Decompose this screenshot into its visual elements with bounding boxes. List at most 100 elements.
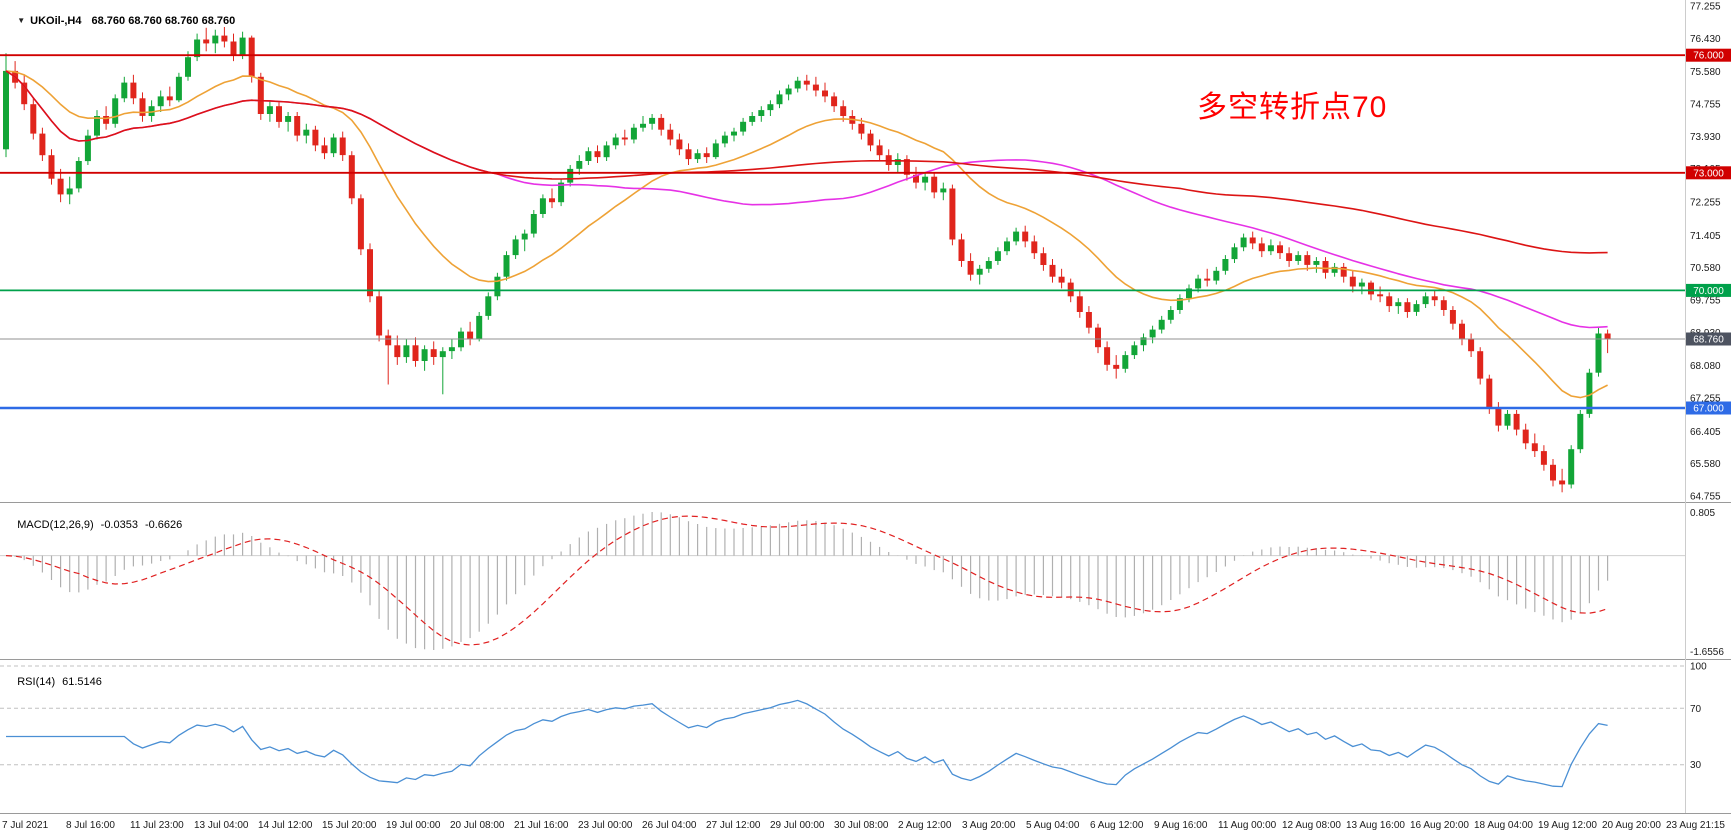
candle-body (367, 249, 373, 297)
price-line-badge-label: 73.000 (1693, 168, 1724, 179)
candle-body (512, 239, 519, 256)
candle-body (3, 70, 9, 150)
candle-body (803, 80, 810, 85)
candle-body (439, 351, 446, 358)
price-line-badge (1686, 283, 1731, 297)
candle-body (758, 110, 765, 116)
panel-separators (0, 0, 1731, 814)
time-axis-label: 16 Aug 20:00 (1410, 820, 1469, 831)
candle-body (749, 116, 756, 122)
price-tick-label: 69.755 (1690, 296, 1721, 307)
rsi-axis-label: 30 (1690, 760, 1702, 771)
candle-body (931, 176, 938, 193)
candle-body (1240, 237, 1247, 248)
candle-body (221, 35, 228, 42)
candle-body (940, 188, 947, 193)
candle-body (649, 117, 656, 124)
candle-body (994, 251, 1001, 261)
candle-body (339, 137, 346, 156)
candle-body (1040, 253, 1047, 265)
candle-body (203, 39, 210, 44)
candle-body (812, 84, 819, 91)
candle-body (1468, 339, 1475, 352)
rsi-axis-label: 100 (1690, 662, 1707, 673)
time-axis-label: 6 Aug 12:00 (1090, 820, 1144, 831)
candle-body (985, 261, 992, 269)
candle-body (39, 133, 46, 156)
macd-axis-max-label: 0.805 (1690, 508, 1715, 519)
candle-body (776, 94, 783, 105)
candle-body (585, 151, 592, 161)
symbol-timeframe-label: UKOil-,H4 (30, 15, 82, 27)
candle-body (230, 41, 237, 56)
candle-body (1477, 351, 1484, 379)
candle-body (1404, 302, 1411, 312)
price-tick-label: 71.405 (1690, 231, 1721, 242)
macd-indicator-label: MACD(12,26,9) (17, 519, 94, 531)
price-tick-label: 75.580 (1690, 67, 1721, 78)
candle-body (1322, 261, 1329, 273)
candle-body (922, 176, 929, 183)
candle-body (667, 129, 674, 140)
time-axis-label: 20 Jul 08:00 (450, 820, 505, 831)
macd-panel[interactable] (0, 512, 1686, 650)
candle-body (1167, 310, 1174, 320)
macd-main-value: -0.0353 (100, 519, 138, 531)
ma-line-130 (5, 70, 1608, 254)
price-panel[interactable] (0, 27, 1686, 493)
candle-body (494, 276, 501, 297)
candle-body (1377, 294, 1384, 297)
price-tick-label: 73.930 (1690, 132, 1721, 143)
candle-body (1013, 231, 1020, 242)
candle-body (549, 198, 555, 203)
time-axis-label: 3 Aug 20:00 (962, 820, 1016, 831)
candle-body (539, 198, 546, 214)
candle-body (1586, 372, 1593, 414)
candle-body (476, 315, 483, 340)
candle-body (785, 88, 792, 95)
time-axis-label: 20 Aug 20:00 (1602, 820, 1661, 831)
price-line-badge-label: 70.000 (1693, 286, 1724, 297)
symbol-dropdown-icon[interactable]: ▼ (17, 16, 26, 25)
candle-body (1076, 296, 1083, 312)
candle-body (621, 137, 628, 140)
price-axis: 77.25576.43075.58074.75573.93073.10572.2… (1686, 2, 1731, 771)
candle-body (521, 233, 528, 240)
candle-body (858, 123, 865, 134)
candle-body (1258, 243, 1265, 252)
candle-body (831, 96, 838, 107)
rsi-indicator-caption: RSI(14) 61.5146 (5, 664, 102, 700)
candle-body (913, 174, 919, 183)
candle-body (703, 153, 710, 158)
candle-body (603, 145, 610, 158)
price-line-badge (1686, 166, 1731, 180)
candle-body (1131, 345, 1138, 356)
candle-body (1595, 333, 1602, 373)
candle-body (1186, 288, 1192, 299)
candle-body (1577, 413, 1584, 450)
candle-body (958, 239, 965, 261)
chart-annotation: 多空转折点70 (1197, 91, 1388, 124)
candle-body (1495, 408, 1502, 426)
price-line-badge-label: 76.000 (1693, 51, 1724, 62)
candle-body (1295, 255, 1302, 261)
candle-body (1368, 282, 1374, 295)
candle-body (294, 116, 301, 136)
candle-body (430, 349, 437, 357)
candle-body (1413, 304, 1420, 312)
candle-body (1113, 364, 1120, 369)
candle-body (412, 345, 419, 361)
candle-body (594, 151, 601, 158)
price-line-badge (1686, 401, 1731, 415)
rsi-panel[interactable] (0, 665, 1686, 788)
rsi-axis-label: 70 (1690, 704, 1702, 715)
candle-body (1531, 443, 1538, 452)
candle-body (1431, 296, 1438, 301)
candle-body (1504, 413, 1511, 426)
time-axis-label: 23 Jul 00:00 (578, 820, 633, 831)
candle-body (57, 178, 64, 195)
price-line-badge-label: 68.760 (1693, 335, 1724, 346)
candle-body (376, 296, 383, 336)
